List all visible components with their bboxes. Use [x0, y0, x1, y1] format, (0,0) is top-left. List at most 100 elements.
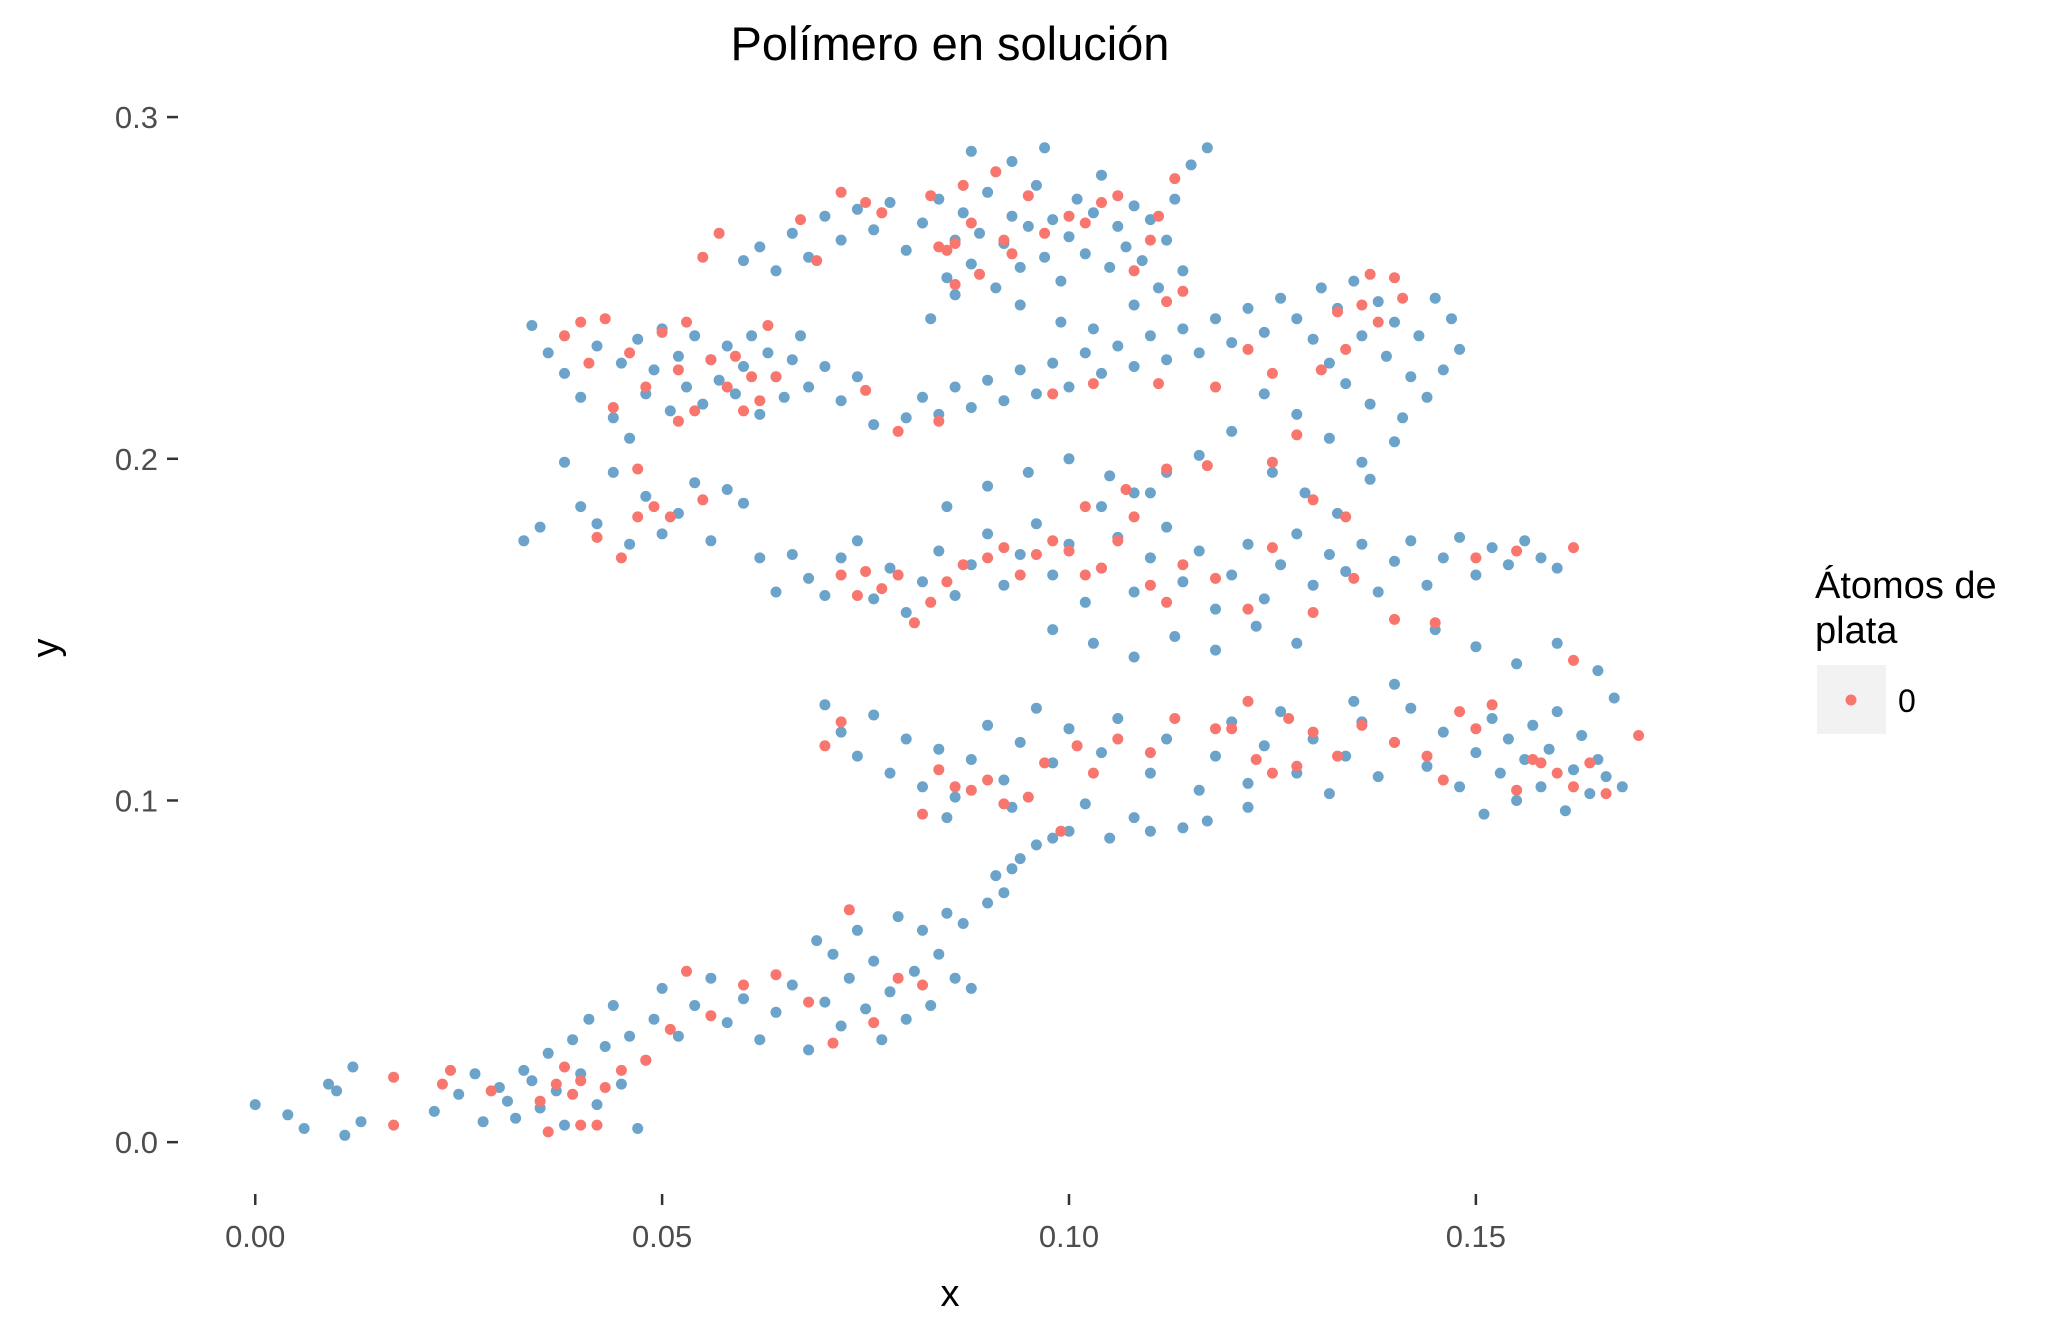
data-point-blue: [1275, 559, 1287, 571]
data-point-red: [1421, 750, 1433, 762]
data-point-red: [436, 1078, 448, 1090]
data-point-red: [949, 781, 961, 793]
data-point-red: [1201, 460, 1213, 472]
data-point-red: [583, 357, 595, 369]
data-point-red: [738, 405, 749, 417]
data-point-blue: [851, 203, 863, 215]
data-point-red: [1177, 285, 1189, 297]
y-tick-label: 0.0: [115, 1125, 158, 1160]
data-point-blue: [1063, 723, 1075, 735]
data-point-blue: [681, 381, 692, 393]
data-point-red: [1307, 607, 1319, 618]
data-point-blue: [1421, 391, 1433, 403]
data-point-blue: [1079, 248, 1091, 260]
data-point-blue: [1535, 552, 1547, 564]
data-point-blue: [689, 330, 701, 342]
data-point-red: [835, 569, 847, 581]
data-point-blue: [721, 484, 733, 495]
data-point-blue: [900, 607, 912, 618]
data-point-blue: [1291, 313, 1303, 325]
data-point-blue: [1511, 795, 1523, 806]
data-point-blue: [1047, 214, 1059, 226]
data-point-blue: [1144, 487, 1156, 499]
data-point-blue: [1055, 316, 1067, 328]
x-axis-title: x: [941, 1273, 960, 1315]
data-point-blue: [1022, 466, 1034, 478]
data-point-red: [1389, 613, 1400, 625]
data-point-blue: [355, 1116, 367, 1128]
data-point-blue: [868, 955, 880, 967]
data-point-red: [697, 494, 709, 506]
data-point-red: [1389, 272, 1400, 284]
data-point-blue: [1616, 781, 1628, 793]
data-point-blue: [1258, 593, 1270, 605]
data-point-blue: [1096, 169, 1107, 181]
data-point-blue: [1079, 798, 1091, 810]
data-point-red: [388, 1071, 400, 1083]
data-point-red: [1079, 501, 1091, 513]
data-point-red: [835, 716, 847, 728]
data-point-red: [860, 384, 872, 396]
data-point-blue: [786, 227, 798, 239]
data-point-blue: [1112, 340, 1124, 352]
data-point-blue: [998, 395, 1010, 407]
data-point-red: [1128, 265, 1140, 277]
data-point-red: [1511, 784, 1523, 796]
data-point-blue: [672, 1030, 684, 1042]
data-point-blue: [1535, 781, 1547, 793]
data-point-blue: [917, 924, 928, 936]
data-point-red: [795, 214, 806, 226]
data-point-blue: [1177, 576, 1189, 588]
data-point-blue: [1096, 747, 1107, 759]
data-point-blue: [1576, 730, 1588, 741]
data-point-blue: [770, 1006, 782, 1018]
data-point-blue: [851, 924, 863, 936]
data-point-blue: [1551, 706, 1563, 718]
data-point-blue: [1079, 596, 1091, 608]
data-point-red: [819, 740, 831, 752]
data-point-blue: [738, 993, 749, 1005]
data-point-blue: [648, 1013, 660, 1025]
data-point-blue: [908, 965, 920, 977]
data-point-blue: [1014, 549, 1026, 560]
data-point-blue: [1185, 159, 1197, 171]
data-point-red: [1022, 791, 1034, 803]
data-point-blue: [664, 405, 676, 417]
data-point-blue: [599, 1041, 611, 1052]
data-point-blue: [1226, 569, 1238, 581]
data-point-blue: [542, 347, 554, 359]
data-point-blue: [1177, 822, 1189, 834]
data-point-red: [1454, 706, 1466, 718]
data-point-blue: [803, 1044, 815, 1056]
data-point-red: [1242, 695, 1254, 707]
data-point-red: [1568, 781, 1579, 793]
legend-title-line-1: Átomos de: [1815, 564, 1997, 607]
x-tick-label: 0.10: [1039, 1219, 1099, 1254]
data-point-blue: [827, 948, 839, 960]
data-point-red: [1210, 572, 1221, 584]
data-point-blue: [1047, 357, 1059, 369]
data-point-blue: [526, 320, 538, 331]
data-point-blue: [1030, 388, 1042, 400]
data-point-blue: [1071, 193, 1083, 205]
data-point-blue: [754, 241, 766, 253]
data-point-blue: [1120, 241, 1132, 253]
data-point-red: [770, 371, 782, 383]
data-point-red: [1120, 484, 1132, 495]
data-point-blue: [1169, 193, 1181, 205]
data-point-blue: [1153, 282, 1164, 294]
data-point-red: [664, 511, 676, 523]
data-point-blue: [1177, 265, 1189, 277]
data-point-red: [632, 511, 644, 523]
data-point-blue: [811, 935, 823, 947]
data-point-red: [1210, 381, 1221, 393]
data-point-blue: [721, 340, 733, 352]
data-point-blue: [1470, 641, 1482, 653]
data-point-blue: [868, 709, 880, 721]
data-point-blue: [1030, 839, 1042, 851]
data-point-blue: [559, 367, 570, 379]
data-point-blue: [1340, 378, 1352, 390]
data-point-red: [1356, 719, 1368, 731]
data-point-red: [1169, 713, 1181, 724]
chart-title: Polímero en solución: [731, 17, 1170, 70]
